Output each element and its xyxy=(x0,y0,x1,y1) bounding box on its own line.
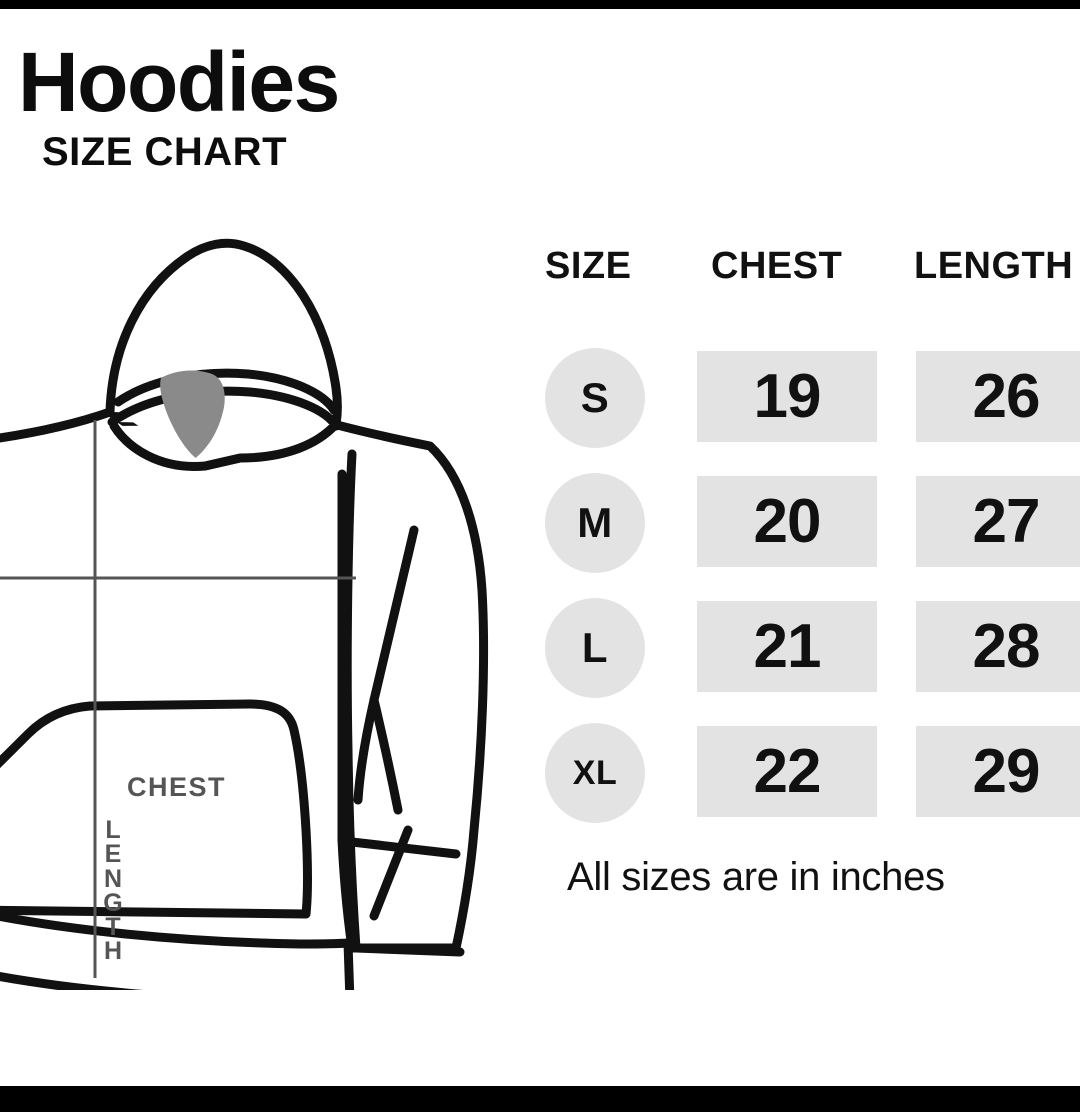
letterbox-bar-top xyxy=(0,0,1080,9)
table-row: S 19 26 xyxy=(545,348,1080,473)
length-letter-5: T xyxy=(105,913,121,941)
hoodie-drawing xyxy=(0,238,489,990)
table-row: M 20 27 xyxy=(545,473,1080,598)
table-header-row: SIZE CHEST LENGTH xyxy=(545,245,1080,301)
units-footnote: All sizes are in inches xyxy=(567,855,945,899)
column-header-size: SIZE xyxy=(545,245,632,287)
chest-measure-label: CHEST xyxy=(127,772,227,802)
size-chip: XL xyxy=(545,723,645,823)
size-chip: S xyxy=(545,348,645,448)
length-letter-3: N xyxy=(103,864,123,893)
length-measure-label: L E N G T H xyxy=(100,816,126,966)
hoodie-illustration: CHEST L E N G T H xyxy=(0,230,520,990)
page-title: Hoodies xyxy=(18,35,340,129)
size-chip: M xyxy=(545,473,645,573)
length-letter-4: G xyxy=(103,888,123,917)
length-letter-2: E xyxy=(104,840,122,869)
table-row: XL 22 29 xyxy=(545,723,1080,848)
column-header-chest: CHEST xyxy=(711,245,843,287)
column-header-length: LENGTH xyxy=(914,245,1074,287)
chest-value-cell: 22 xyxy=(697,726,877,817)
length-value-cell: 26 xyxy=(916,351,1080,442)
length-letter-1: L xyxy=(105,816,121,844)
length-value-cell: 29 xyxy=(916,726,1080,817)
chest-value-cell: 21 xyxy=(697,601,877,692)
length-letter-6: H xyxy=(103,937,123,966)
kangaroo-pocket xyxy=(0,699,312,919)
page-subtitle: SIZE CHART xyxy=(42,129,287,174)
table-body: S 19 26 M 20 27 L 21 28 XL 22 29 xyxy=(545,348,1080,848)
size-table: SIZE CHEST LENGTH S 19 26 M 20 27 L 21 2… xyxy=(545,245,1080,899)
title-block: Hoodies SIZE CHART xyxy=(18,35,488,174)
length-value-cell: 28 xyxy=(916,601,1080,692)
size-chip: L xyxy=(545,598,645,698)
hood-interior-shading xyxy=(160,370,225,458)
measurement-lines xyxy=(0,420,356,978)
table-row: L 21 28 xyxy=(545,598,1080,723)
letterbox-bar-bottom xyxy=(0,1086,1080,1112)
chest-value-cell: 19 xyxy=(697,351,877,442)
length-value-cell: 27 xyxy=(916,476,1080,567)
chest-value-cell: 20 xyxy=(697,476,877,567)
